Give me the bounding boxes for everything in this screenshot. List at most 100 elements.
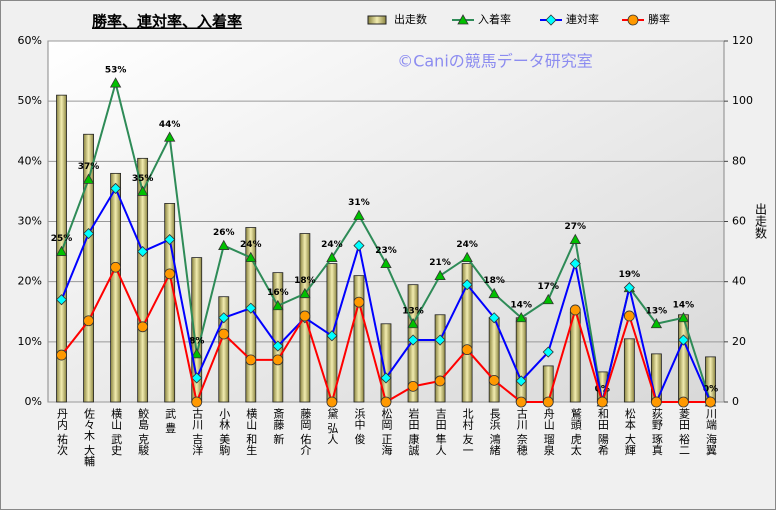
marker bbox=[137, 321, 149, 333]
data-label: 17% bbox=[537, 282, 559, 292]
marker bbox=[191, 348, 203, 359]
data-label: 14% bbox=[510, 300, 532, 310]
x-tick-label: 北村 友一 bbox=[461, 408, 474, 456]
x-tick-label: 古川 奈穂 bbox=[515, 408, 528, 456]
marker bbox=[677, 334, 690, 346]
data-label: 23% bbox=[375, 246, 397, 256]
x-tick-label: 松本 大輝 bbox=[623, 407, 636, 456]
marker bbox=[569, 304, 581, 316]
y-tick-label: 50% bbox=[18, 94, 42, 107]
marker bbox=[110, 182, 122, 194]
marker bbox=[457, 14, 469, 25]
data-label: 8% bbox=[189, 336, 204, 346]
x-tick-label: 小林 美駒 bbox=[218, 408, 231, 456]
marker bbox=[461, 344, 473, 356]
x-tick-label: 横山 和生 bbox=[245, 407, 258, 456]
marker bbox=[272, 354, 284, 366]
legend-swatch bbox=[367, 15, 387, 25]
marker bbox=[245, 302, 257, 314]
data-label: 37% bbox=[78, 162, 100, 172]
data-label: 35% bbox=[132, 174, 154, 184]
marker bbox=[623, 310, 635, 322]
legend-label: 勝率 bbox=[648, 12, 670, 26]
marker bbox=[569, 258, 581, 270]
bar bbox=[164, 203, 176, 403]
marker bbox=[407, 317, 419, 329]
marker bbox=[164, 233, 176, 246]
y2-axis-label: 出走数 bbox=[754, 203, 768, 240]
legend-label: 出走数 bbox=[394, 12, 427, 26]
marker bbox=[515, 311, 527, 323]
marker bbox=[488, 287, 500, 299]
marker bbox=[542, 293, 554, 305]
bar bbox=[461, 263, 473, 403]
y2-tick-label: 60 bbox=[732, 215, 746, 228]
data-label: 13% bbox=[402, 306, 424, 316]
y2-tick-label: 80 bbox=[732, 154, 746, 167]
marker bbox=[488, 374, 500, 386]
y-tick-label: 20% bbox=[18, 275, 42, 288]
bar bbox=[218, 296, 230, 403]
marker bbox=[461, 251, 473, 263]
marker bbox=[434, 334, 446, 346]
watermark: ©Caniの競馬データ研究室 bbox=[397, 52, 593, 71]
data-label: 0% bbox=[703, 385, 718, 395]
marker bbox=[245, 354, 257, 366]
marker bbox=[136, 185, 149, 196]
bar bbox=[83, 133, 94, 403]
marker bbox=[110, 261, 121, 273]
marker bbox=[56, 349, 67, 361]
marker bbox=[272, 299, 284, 311]
marker bbox=[109, 77, 122, 88]
data-label: 13% bbox=[646, 306, 668, 316]
x-tick-label: 菱田 裕二 bbox=[677, 408, 690, 456]
marker bbox=[407, 334, 419, 346]
marker bbox=[353, 240, 365, 252]
marker bbox=[55, 245, 68, 256]
bar bbox=[515, 317, 527, 403]
data-label: 31% bbox=[348, 198, 370, 208]
data-label: 27% bbox=[565, 222, 587, 232]
x-tick-label: 藤岡 佑介 bbox=[299, 408, 312, 456]
marker bbox=[164, 131, 176, 142]
data-label: 26% bbox=[213, 228, 235, 238]
y-tick-label: 10% bbox=[18, 335, 42, 348]
marker bbox=[353, 209, 365, 220]
marker bbox=[596, 396, 608, 408]
x-tick-label: 斎藤 新 bbox=[272, 407, 285, 445]
x-tick-label: 武 豊 bbox=[164, 408, 177, 434]
data-label: 25% bbox=[51, 234, 73, 244]
marker bbox=[299, 310, 311, 322]
marker bbox=[55, 294, 68, 306]
marker bbox=[705, 396, 716, 408]
y-tick-label: 60% bbox=[18, 34, 42, 47]
legend-label: 入着率 bbox=[478, 12, 511, 26]
marker bbox=[191, 396, 203, 408]
y-tick-label: 0% bbox=[25, 395, 42, 408]
data-label: 24% bbox=[321, 240, 343, 250]
marker bbox=[245, 251, 257, 263]
x-tick-label: 古川 吉洋 bbox=[191, 408, 204, 456]
x-tick-label: 鷲頭 虎太 bbox=[569, 407, 582, 456]
marker bbox=[515, 375, 527, 387]
x-tick-label: 長浜 鴻緒 bbox=[488, 408, 501, 456]
data-label: 16% bbox=[267, 288, 289, 298]
data-label: 0% bbox=[595, 385, 610, 395]
marker bbox=[82, 227, 95, 240]
y2-tick-label: 100 bbox=[732, 94, 753, 107]
marker bbox=[326, 330, 338, 342]
y2-tick-label: 20 bbox=[732, 335, 746, 348]
marker bbox=[191, 372, 203, 384]
marker bbox=[218, 312, 230, 324]
marker bbox=[515, 396, 527, 408]
x-tick-label: 浜中 俊 bbox=[353, 408, 366, 445]
data-label: 19% bbox=[619, 270, 641, 280]
x-tick-label: 鮫島 克駿 bbox=[137, 407, 150, 456]
marker bbox=[218, 328, 230, 340]
marker bbox=[434, 375, 446, 387]
x-tick-label: 和田 陽希 bbox=[596, 408, 609, 456]
x-tick-label: 佐々木 大輔 bbox=[83, 407, 96, 467]
marker bbox=[434, 269, 446, 281]
x-tick-label: 岩田 康誠 bbox=[407, 407, 420, 456]
